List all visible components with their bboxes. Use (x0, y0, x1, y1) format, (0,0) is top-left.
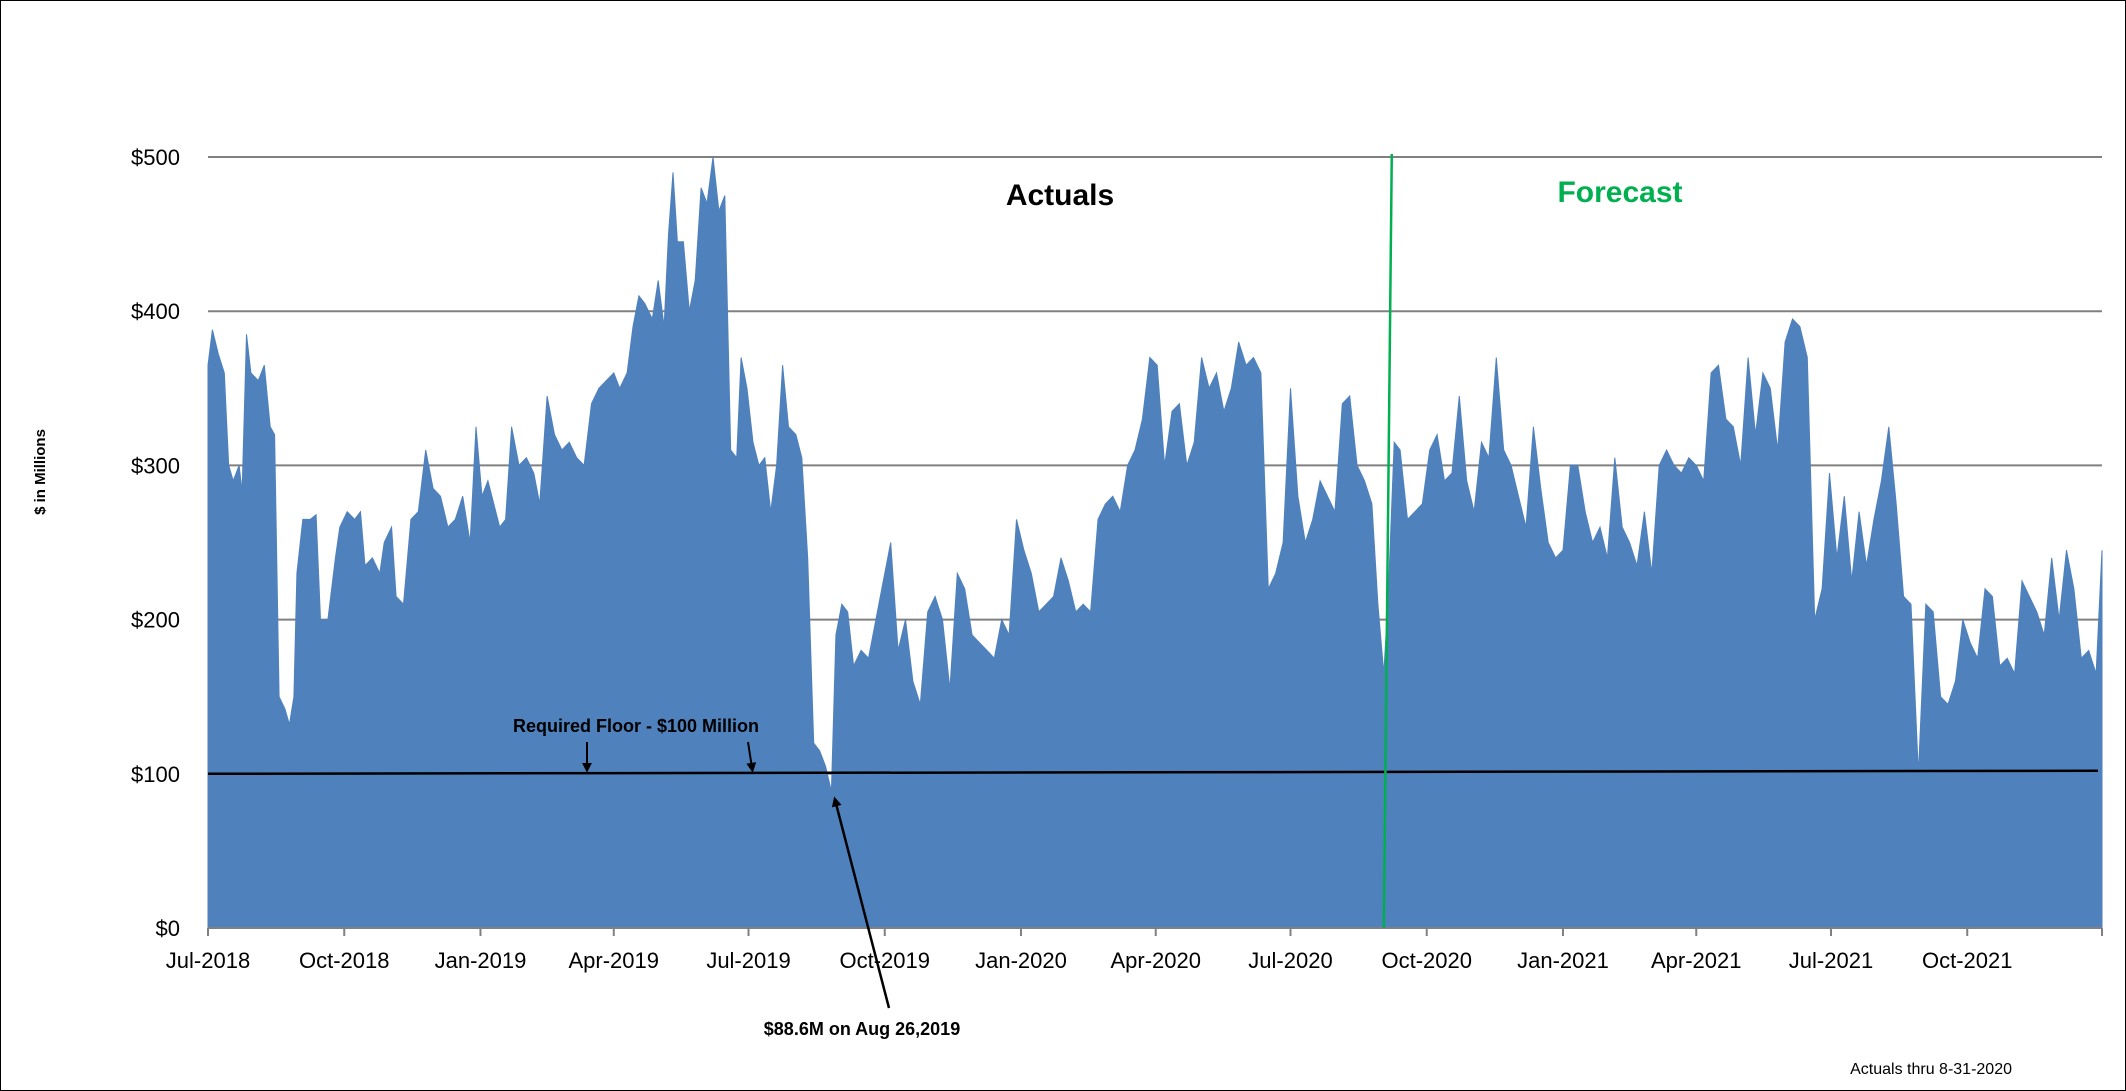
x-tick-label: Jul-2021 (1789, 948, 1873, 973)
y-tick-label: $0 (156, 916, 180, 941)
y-tick-label: $100 (131, 762, 180, 787)
annotations: Actuals Forecast Required Floor - $100 M… (32, 176, 2012, 1078)
x-tick-label: Jul-2018 (166, 948, 250, 973)
y-tick-label: $500 (131, 145, 180, 170)
x-tick-label: Apr-2019 (568, 948, 659, 973)
x-tick-label: Apr-2021 (1651, 948, 1742, 973)
x-tick-label: Jan-2020 (975, 948, 1067, 973)
x-tick-label: Jul-2019 (706, 948, 790, 973)
x-tick-label: Jan-2021 (1517, 948, 1609, 973)
floor-line (207, 769, 2099, 776)
x-tick-label: Apr-2020 (1110, 948, 1201, 973)
low-point-label: $88.6M on Aug 26,2019 (764, 1019, 960, 1039)
y-tick-label: $300 (131, 453, 180, 478)
required-floor-label: Required Floor - $100 Million (513, 716, 759, 736)
actuals-region-label: Actuals (1006, 179, 1114, 212)
x-tick-label: Jul-2020 (1248, 948, 1332, 973)
forecast-region-label: Forecast (1557, 176, 1682, 209)
y-axis-label: $ in Millions (32, 429, 49, 515)
y-tick-label: $400 (131, 299, 180, 324)
floor-arrow-right (746, 741, 757, 773)
series-area-layer (207, 156, 2103, 929)
series-area (207, 156, 2103, 929)
footnote: Actuals thru 8-31-2020 (1850, 1061, 2012, 1078)
x-tick-label: Oct-2020 (1381, 948, 1472, 973)
y-tick-label: $200 (131, 608, 180, 633)
x-tick-label: Oct-2018 (299, 948, 390, 973)
axes: $0 $100 $200 $300 $400 $500 Jul-2018 Oct-2018 Ja… (131, 145, 2103, 1009)
low-point-arrow (831, 796, 891, 1009)
x-tick-label: Oct-2019 (839, 948, 930, 973)
x-tick-label: Oct-2021 (1922, 948, 2013, 973)
forecast-divider-line (1382, 153, 1394, 929)
x-tick-label: Jan-2019 (435, 948, 527, 973)
